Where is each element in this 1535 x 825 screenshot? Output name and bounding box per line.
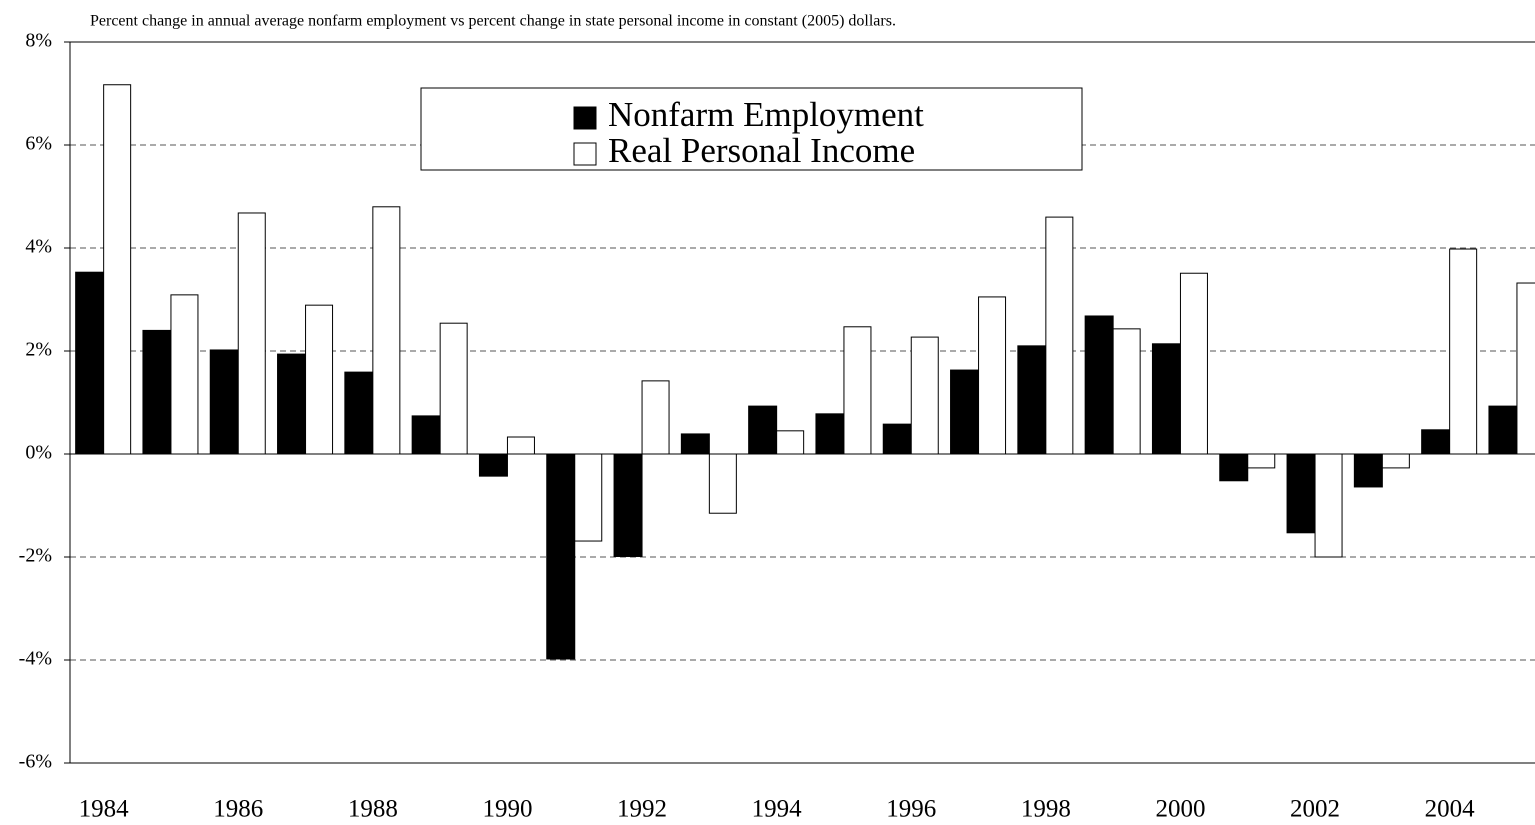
- bar: [1516, 282, 1535, 455]
- bar: [1286, 453, 1316, 534]
- y-tick-label: 0%: [25, 442, 52, 464]
- y-tick-label: 6%: [25, 133, 52, 155]
- x-tick-label: 2004: [1425, 796, 1476, 823]
- x-tick-label: 1990: [482, 796, 532, 823]
- bar: [478, 453, 508, 477]
- y-tick-label: -4%: [19, 648, 52, 670]
- bar: [815, 413, 845, 455]
- y-tick-label: -6%: [19, 751, 52, 773]
- bar: [843, 326, 872, 455]
- x-tick-label: 1984: [79, 796, 130, 823]
- legend-box: [420, 87, 1083, 171]
- bar: [142, 329, 172, 455]
- bar: [305, 304, 334, 455]
- x-tick-label: 1992: [617, 796, 667, 823]
- bar: [1112, 328, 1141, 455]
- bar: [950, 369, 980, 455]
- x-tick-label: 1994: [752, 796, 803, 823]
- bar: [1353, 453, 1383, 488]
- bar: [574, 453, 603, 542]
- bar: [680, 433, 710, 455]
- bar: [1421, 429, 1451, 455]
- bar: [411, 415, 441, 455]
- bar: [613, 453, 643, 557]
- bar: [1488, 405, 1518, 455]
- y-tick-label: 8%: [25, 30, 52, 52]
- bar: [1247, 453, 1276, 469]
- x-tick-label: 1986: [213, 796, 263, 823]
- y-tick-label: -2%: [19, 545, 52, 567]
- x-tick-label: 1988: [348, 796, 398, 823]
- bar: [1179, 272, 1208, 455]
- bar: [641, 380, 670, 455]
- bar: [237, 212, 266, 455]
- x-tick-label: 2002: [1290, 796, 1340, 823]
- bar: [1449, 248, 1478, 455]
- bar: [1084, 315, 1114, 455]
- y-tick-label: 4%: [25, 236, 52, 258]
- bar: [776, 430, 805, 455]
- bar: [1151, 343, 1181, 455]
- legend-label: Real Personal Income: [608, 131, 915, 170]
- y-tick-label: 2%: [25, 339, 52, 361]
- legend-swatch: [573, 142, 597, 166]
- bar: [103, 84, 132, 455]
- x-tick-label: 2000: [1155, 796, 1205, 823]
- bar: [1017, 345, 1047, 455]
- bar: [1381, 453, 1410, 469]
- bar: [372, 206, 401, 455]
- x-tick-label: 1998: [1021, 796, 1071, 823]
- bar: [910, 336, 939, 455]
- bar: [344, 371, 374, 455]
- bar: [978, 296, 1007, 455]
- bar: [506, 436, 535, 455]
- bar: [546, 453, 576, 660]
- bar: [882, 423, 912, 455]
- bar: [1219, 453, 1249, 482]
- bar: [75, 271, 105, 455]
- bar: [170, 294, 199, 455]
- bar: [209, 349, 239, 455]
- bar: [1314, 453, 1343, 558]
- bar: [1045, 216, 1074, 455]
- bar: [748, 405, 778, 455]
- chart-title: Percent change in annual average nonfarm…: [90, 13, 896, 30]
- legend-label: Nonfarm Employment: [608, 95, 924, 134]
- legend-swatch: [573, 106, 597, 130]
- bar: [277, 353, 307, 455]
- bar: [439, 322, 468, 455]
- bar: [708, 453, 737, 514]
- x-tick-label: 1996: [886, 796, 936, 823]
